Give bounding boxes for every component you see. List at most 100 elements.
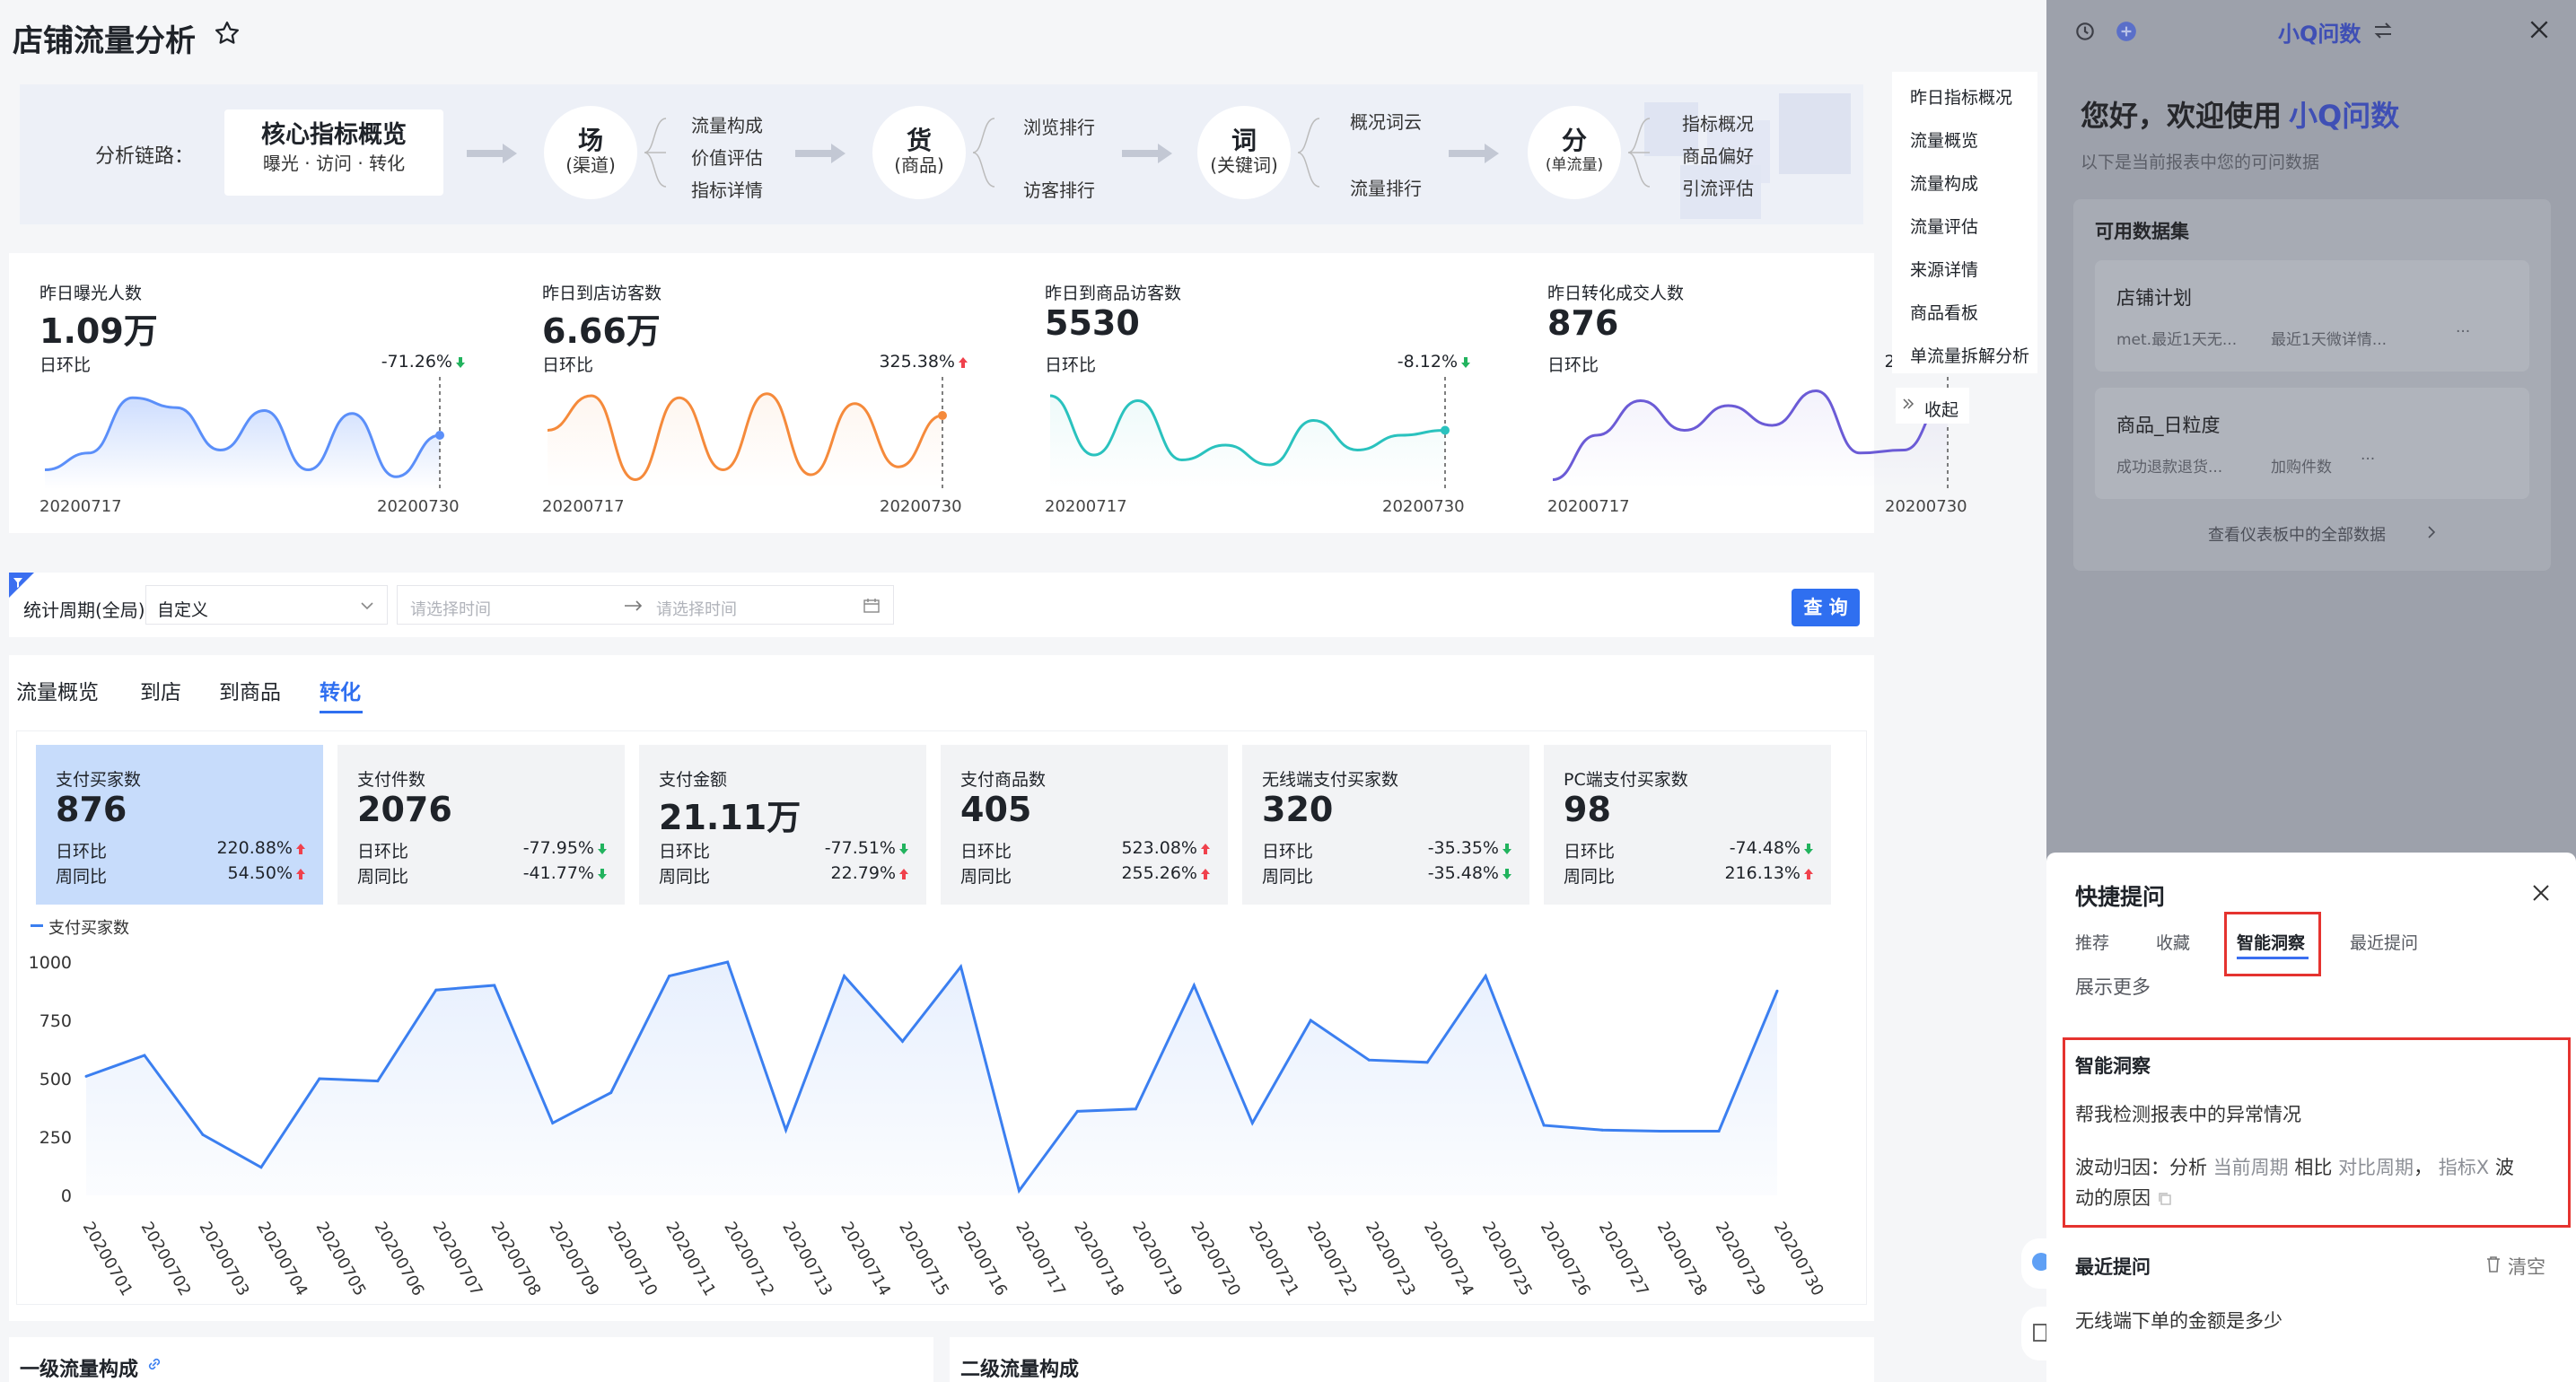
chain-item[interactable]: 引流评估 — [1682, 178, 1754, 199]
chain-item[interactable]: 访客排行 — [1023, 179, 1095, 201]
greeting: 您好，欢迎使用 — [2081, 99, 2282, 133]
more-icon[interactable]: ··· — [2361, 450, 2376, 468]
chain-item[interactable]: 浏览排行 — [1023, 117, 1095, 138]
chart-point[interactable] — [259, 1166, 263, 1169]
dataset-item[interactable]: 商品_日粒度 成功退款退货... 加购件数 ··· — [2095, 388, 2529, 499]
clear-button[interactable]: 清空 — [2508, 1256, 2545, 1278]
link-icon[interactable] — [145, 1355, 163, 1373]
chart-point[interactable] — [84, 1074, 88, 1078]
period-select[interactable]: 自定义 — [145, 585, 388, 625]
metric-tile[interactable]: 无线端支付买家数 320 日环比 周同比 -35.35% -35.48% — [1242, 745, 1529, 905]
chart-point[interactable] — [1542, 1124, 1546, 1127]
chain-node-keyword[interactable]: 词 (关键词) — [1197, 106, 1291, 199]
tab-store[interactable]: 到店 — [140, 681, 181, 704]
chart-point[interactable] — [1600, 1128, 1604, 1132]
close-icon[interactable] — [2531, 883, 2551, 903]
end-date-input[interactable]: 请选择时间 — [656, 600, 737, 619]
sparkline-area — [45, 398, 440, 489]
switch-icon[interactable] — [2373, 22, 2393, 39]
more-icon[interactable]: ··· — [2456, 323, 2471, 341]
chart-point[interactable] — [784, 1128, 788, 1132]
nav-item[interactable]: 来源详情 — [1910, 260, 1979, 280]
chart-point[interactable] — [143, 1054, 146, 1057]
chart-point[interactable] — [1309, 1019, 1312, 1022]
tab-traffic-overview[interactable]: 流量概览 — [16, 681, 99, 704]
chart-point[interactable] — [493, 984, 496, 987]
chart-point[interactable] — [1367, 1058, 1371, 1062]
arrow-down-icon — [1503, 843, 1511, 854]
nav-item[interactable]: 商品看板 — [1910, 303, 1979, 323]
trash-icon[interactable] — [2484, 1255, 2502, 1274]
date-range-picker[interactable]: 请选择时间 请选择时间 — [397, 585, 894, 625]
tab-goods[interactable]: 到商品 — [219, 681, 281, 704]
chart-point[interactable] — [1250, 1121, 1254, 1124]
chart-point[interactable] — [1425, 1061, 1429, 1064]
chart-point[interactable] — [959, 965, 962, 968]
chain-node-single[interactable]: 分 (单流量) — [1528, 106, 1621, 199]
view-all-link[interactable]: 查看仪表板中的全部数据 — [2208, 526, 2386, 545]
quick-tab-recent[interactable]: 最近提问 — [2350, 933, 2419, 953]
recent-question[interactable]: 无线端下单的金额是多少 — [2075, 1310, 2282, 1332]
chart-point[interactable] — [609, 1091, 613, 1095]
chart-point[interactable] — [1775, 989, 1779, 993]
collapse-nav-button[interactable]: 收起 — [1896, 388, 1969, 424]
metric-tile[interactable]: 支付商品数 405 日环比 周同比 523.08% 255.26% — [941, 745, 1228, 905]
chain-item[interactable]: 指标概况 — [1682, 113, 1754, 135]
chart-point[interactable] — [1017, 1189, 1021, 1193]
nav-item[interactable]: 流量构成 — [1910, 174, 1979, 194]
chain-node-goods[interactable]: 货 (商品) — [872, 106, 966, 199]
chart-point[interactable] — [318, 1077, 321, 1080]
chain-item[interactable]: 概况词云 — [1350, 111, 1422, 133]
chain-node-channel[interactable]: 场 (渠道) — [544, 106, 637, 199]
nav-item[interactable]: 昨日指标概况 — [1910, 88, 2013, 108]
quick-tab-insight[interactable]: 智能洞察 — [2237, 933, 2306, 953]
insight-question-attribution[interactable]: 波动归因：分析 当前周期 相比 对比周期， 指标X 波 动的原因 — [2075, 1152, 2560, 1213]
chart-point[interactable] — [201, 1133, 205, 1136]
chart-point[interactable] — [901, 1039, 905, 1043]
chain-item[interactable]: 价值评估 — [691, 147, 763, 169]
chart-point[interactable] — [434, 988, 438, 992]
chart-point[interactable] — [1717, 1130, 1721, 1133]
insight-question-anomaly[interactable]: 帮我检测报表中的异常情况 — [2075, 1104, 2301, 1125]
period-label: 统计周期(全局) — [23, 599, 145, 621]
quick-tab-recommend[interactable]: 推荐 — [2075, 933, 2110, 953]
nav-item[interactable]: 流量概览 — [1910, 131, 1979, 151]
chain-label: 分析链路： — [95, 145, 195, 168]
chart-point[interactable] — [1134, 1107, 1137, 1111]
chain-item[interactable]: 流量排行 — [1350, 178, 1422, 199]
metric-tile[interactable]: 支付件数 2076 日环比 周同比 -77.95% -41.77% — [337, 745, 625, 905]
chart-point[interactable] — [551, 1121, 555, 1124]
chart-point[interactable] — [376, 1080, 380, 1083]
chart-point[interactable] — [1484, 975, 1487, 978]
chart-point[interactable] — [1192, 984, 1196, 987]
tile-dod-label: 日环比 — [357, 842, 409, 862]
add-icon[interactable] — [2115, 20, 2138, 43]
chart-point[interactable] — [1659, 1130, 1662, 1133]
chart-point[interactable] — [843, 975, 846, 978]
nav-item[interactable]: 流量评估 — [1910, 217, 1979, 237]
show-more-link[interactable]: 展示更多 — [2075, 976, 2151, 998]
chart-legend[interactable]: 支付买家数 — [48, 919, 129, 938]
chart-point[interactable] — [726, 960, 730, 964]
chain-item[interactable]: 流量构成 — [691, 115, 763, 136]
dataset-item[interactable]: 店铺计划 met.最近1天无... 最近1天微详情... ··· — [2095, 260, 2529, 372]
tile-label: 支付商品数 — [960, 770, 1047, 790]
copy-icon[interactable] — [2157, 1191, 2173, 1207]
quick-tab-favorite[interactable]: 收藏 — [2156, 933, 2191, 953]
star-icon[interactable] — [214, 20, 241, 47]
history-icon[interactable] — [2073, 20, 2097, 43]
start-date-input[interactable]: 请选择时间 — [410, 600, 491, 619]
chain-start-box[interactable]: 核心指标概览 曝光 · 访问 · 转化 — [224, 109, 443, 196]
chain-item[interactable]: 商品偏好 — [1682, 145, 1754, 167]
tile-value: 98 — [1564, 790, 1611, 829]
nav-item[interactable]: 单流量拆解分析 — [1910, 346, 2030, 366]
metric-tile[interactable]: 支付买家数 876 日环比 周同比 220.88% 54.50% — [36, 745, 323, 905]
chart-point[interactable] — [668, 975, 671, 978]
close-icon[interactable] — [2528, 18, 2551, 41]
chain-item[interactable]: 指标详情 — [691, 179, 763, 201]
chart-point[interactable] — [1075, 1109, 1079, 1113]
metric-tile[interactable]: PC端支付买家数 98 日环比 周同比 -74.48% 216.13% — [1544, 745, 1831, 905]
query-button[interactable]: 查 询 — [1792, 589, 1860, 626]
metric-tile[interactable]: 支付金额 21.11万 日环比 周同比 -77.51% 22.79% — [639, 745, 926, 905]
tab-conversion[interactable]: 转化 — [320, 681, 361, 704]
